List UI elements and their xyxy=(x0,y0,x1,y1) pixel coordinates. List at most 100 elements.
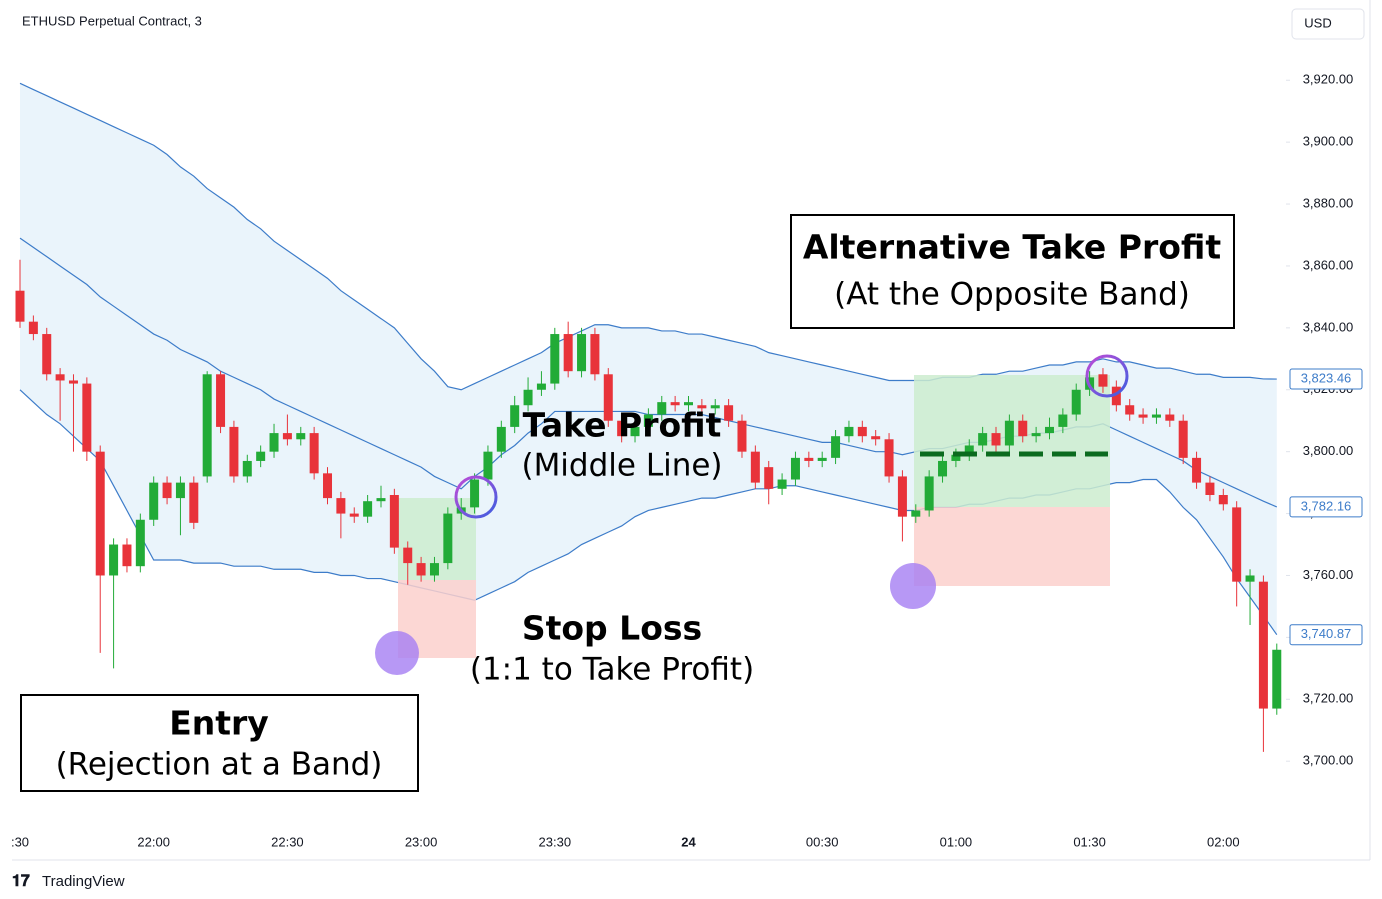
candle-body xyxy=(269,433,279,452)
candle-body xyxy=(443,513,453,564)
candle-body xyxy=(363,501,373,517)
candle-body xyxy=(28,321,38,335)
candle-body xyxy=(42,334,52,375)
candle-body xyxy=(202,374,212,477)
candle-body xyxy=(1272,649,1282,709)
candle-body xyxy=(376,498,386,502)
candle-body xyxy=(1205,482,1215,495)
candle-body xyxy=(924,476,934,511)
candle-body xyxy=(323,473,333,499)
candle-body xyxy=(122,544,132,567)
candle-body xyxy=(724,405,734,421)
candle-body xyxy=(1031,433,1041,437)
x-tick-label: 00:30 xyxy=(806,834,839,849)
annotation-text: (At the Opposite Band) xyxy=(834,277,1190,313)
candle-body xyxy=(964,445,974,455)
y-tick-label: 3,860.00 xyxy=(1303,257,1354,272)
candle-body xyxy=(483,451,493,480)
x-tick-label: 02:00 xyxy=(1207,834,1240,849)
price-tag-label: 3,823.46 xyxy=(1301,370,1352,385)
candle-body xyxy=(603,374,613,421)
x-tick-label: 22:00 xyxy=(137,834,170,849)
candle-body xyxy=(1111,386,1121,406)
candle-body xyxy=(229,426,239,477)
annotation-text: (1:1 to Take Profit) xyxy=(470,652,754,688)
footer: TradingView xyxy=(42,873,125,890)
candle-body xyxy=(336,498,346,514)
candle-body xyxy=(1044,426,1054,434)
x-tick-label: 24 xyxy=(681,834,696,849)
y-tick-label: 3,800.00 xyxy=(1303,443,1354,458)
candle-body xyxy=(1165,414,1175,421)
candle-body xyxy=(643,414,653,427)
candle-body xyxy=(804,457,814,461)
y-tick-label: 3,720.00 xyxy=(1303,691,1354,706)
candle-body xyxy=(1125,405,1135,415)
candle-body xyxy=(55,374,65,381)
y-tick-label: 3,900.00 xyxy=(1303,134,1354,149)
candle-body xyxy=(82,383,92,452)
candle-body xyxy=(831,436,841,458)
candle-body xyxy=(15,290,25,322)
y-tick-label: 3,840.00 xyxy=(1303,319,1354,334)
candle-body xyxy=(630,426,640,437)
candle-body xyxy=(657,402,667,415)
annotation-box xyxy=(20,694,419,792)
x-tick-label: 01:00 xyxy=(940,834,973,849)
candle-body xyxy=(496,426,506,452)
currency-button[interactable] xyxy=(1291,8,1365,40)
candle-body xyxy=(1192,457,1202,483)
candle-body xyxy=(135,519,145,567)
candle-body xyxy=(563,334,573,372)
candle-body xyxy=(871,436,881,440)
candle-body xyxy=(550,334,560,384)
annotation-box xyxy=(790,214,1235,329)
candle-body xyxy=(911,510,921,517)
candle-body xyxy=(790,457,800,480)
candle-body xyxy=(1004,420,1014,446)
candle-body xyxy=(510,405,520,427)
exit-ring xyxy=(454,475,498,519)
candle-body xyxy=(1245,575,1255,582)
candle-body xyxy=(1218,495,1228,505)
x-tick-label: 22:30 xyxy=(271,834,304,849)
candle-body xyxy=(282,433,292,440)
candle-body xyxy=(844,426,854,437)
candle-body xyxy=(175,482,185,499)
annotation-title: Alternative Take Profit xyxy=(803,228,1222,267)
candle-body xyxy=(349,513,359,517)
candle-body xyxy=(590,334,600,375)
y-tick-label: 3,700.00 xyxy=(1303,753,1354,768)
candles xyxy=(15,259,1282,752)
candle-body xyxy=(68,380,78,384)
candle-body xyxy=(670,402,680,406)
candle-body xyxy=(470,479,480,508)
logo-mark: 𝟏𝟕 xyxy=(12,873,30,890)
price-tag xyxy=(1289,496,1363,518)
candle-body xyxy=(897,476,907,517)
candle-body xyxy=(1178,420,1188,458)
candle-body xyxy=(938,460,948,477)
candle-body xyxy=(697,405,707,409)
candle-body xyxy=(95,451,105,576)
x-tick-label: 23:00 xyxy=(405,834,438,849)
annotation-title: Take Profit xyxy=(523,406,722,445)
candle-body xyxy=(109,544,119,576)
candle-body xyxy=(1151,414,1161,418)
candle-body xyxy=(523,389,533,406)
band-line xyxy=(19,82,1277,391)
candle-body xyxy=(416,563,426,576)
currency[interactable]: USD xyxy=(1304,15,1331,30)
candle-body xyxy=(884,439,894,477)
annotation-text: (Middle Line) xyxy=(521,448,722,484)
candle-body xyxy=(737,420,747,452)
candle-body xyxy=(1138,414,1148,418)
candle-body xyxy=(1071,389,1081,415)
entry-dot xyxy=(890,563,936,609)
candle-body xyxy=(777,479,787,489)
candle-body xyxy=(403,547,413,564)
x-tick-label: :30 xyxy=(11,834,29,849)
candle-body xyxy=(1058,414,1068,427)
y-tick-label: 3,920.00 xyxy=(1303,72,1354,87)
candle-body xyxy=(389,495,399,548)
